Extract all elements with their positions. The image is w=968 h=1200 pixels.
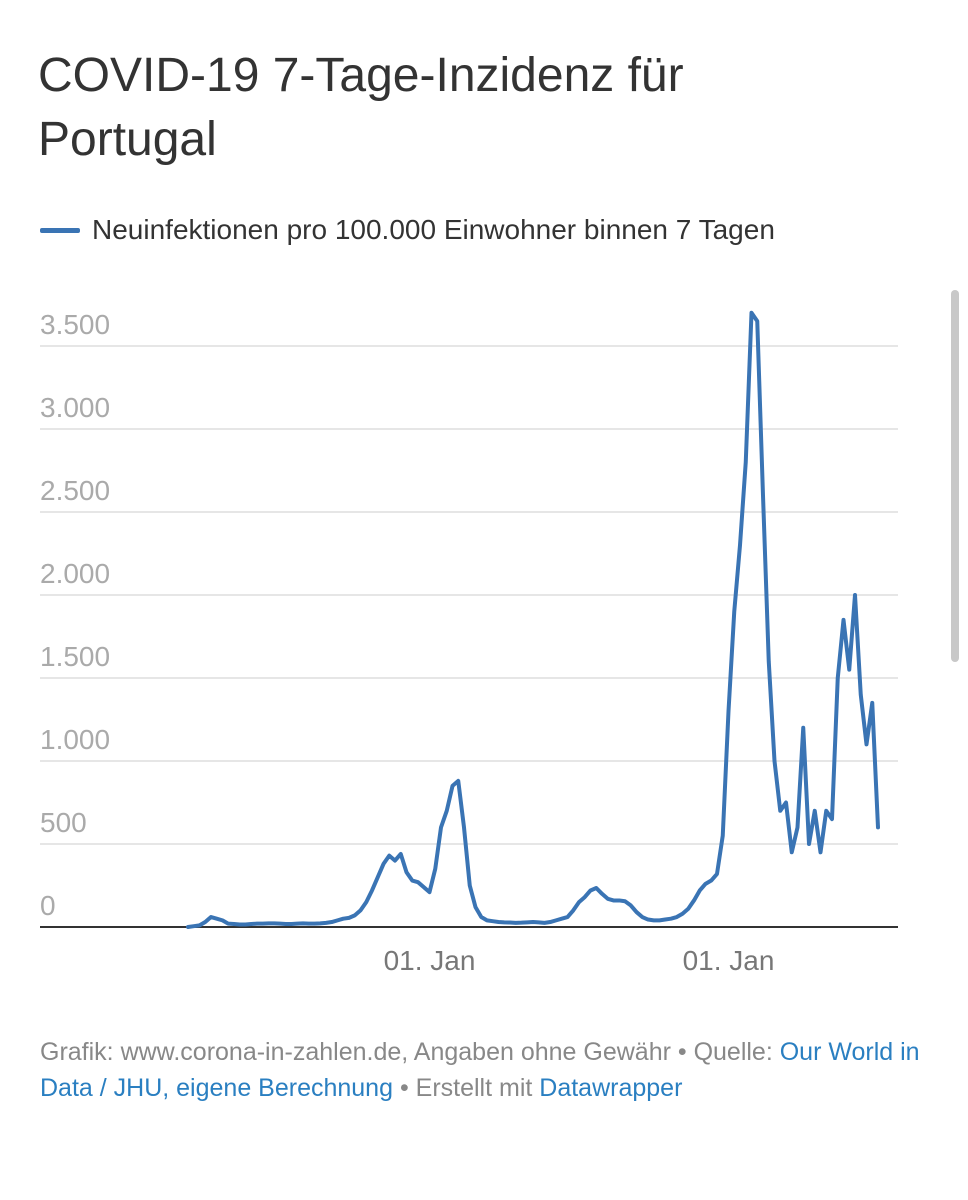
y-tick-label: 0	[40, 890, 56, 921]
tool-link[interactable]: Datawrapper	[539, 1074, 683, 1102]
y-tick-label: 1.000	[40, 724, 110, 755]
legend: Neuinfektionen pro 100.000 Einwohner bin…	[40, 214, 775, 246]
chart: 0 500 1.000 1.500 2.000 2.500 3.000 3.500 01. Ja…	[40, 309, 898, 976]
y-tick-label: 1.500	[40, 641, 110, 672]
y-tick-label: 2.500	[40, 475, 110, 506]
legend-label: Neuinfektionen pro 100.000 Einwohner bin…	[92, 214, 775, 245]
x-tick-label: 01. Jan	[683, 945, 775, 976]
x-tick-label: 01. Jan	[384, 945, 476, 976]
chart-title: COVID-19 7-Tage-Inzidenz für Portugal	[38, 49, 684, 166]
source-link[interactable]: Our World in Data / JHU, eigene Berechnu…	[40, 1038, 920, 1102]
footer: Grafik: www.corona-in-zahlen.de, Angaben…	[40, 1034, 920, 1106]
y-tick-label: 3.000	[40, 392, 110, 423]
credit: Grafik: www.corona-in-zahlen.de, Angaben…	[40, 1038, 773, 1066]
made-with: • Erstellt mit	[399, 1074, 533, 1102]
y-tick-label: 3.500	[40, 309, 110, 340]
scrollbar	[951, 290, 959, 662]
y-tick-label: 500	[40, 807, 87, 838]
line	[186, 310, 880, 929]
legend-swatch	[40, 227, 80, 233]
y-tick-label: 2.000	[40, 558, 110, 589]
